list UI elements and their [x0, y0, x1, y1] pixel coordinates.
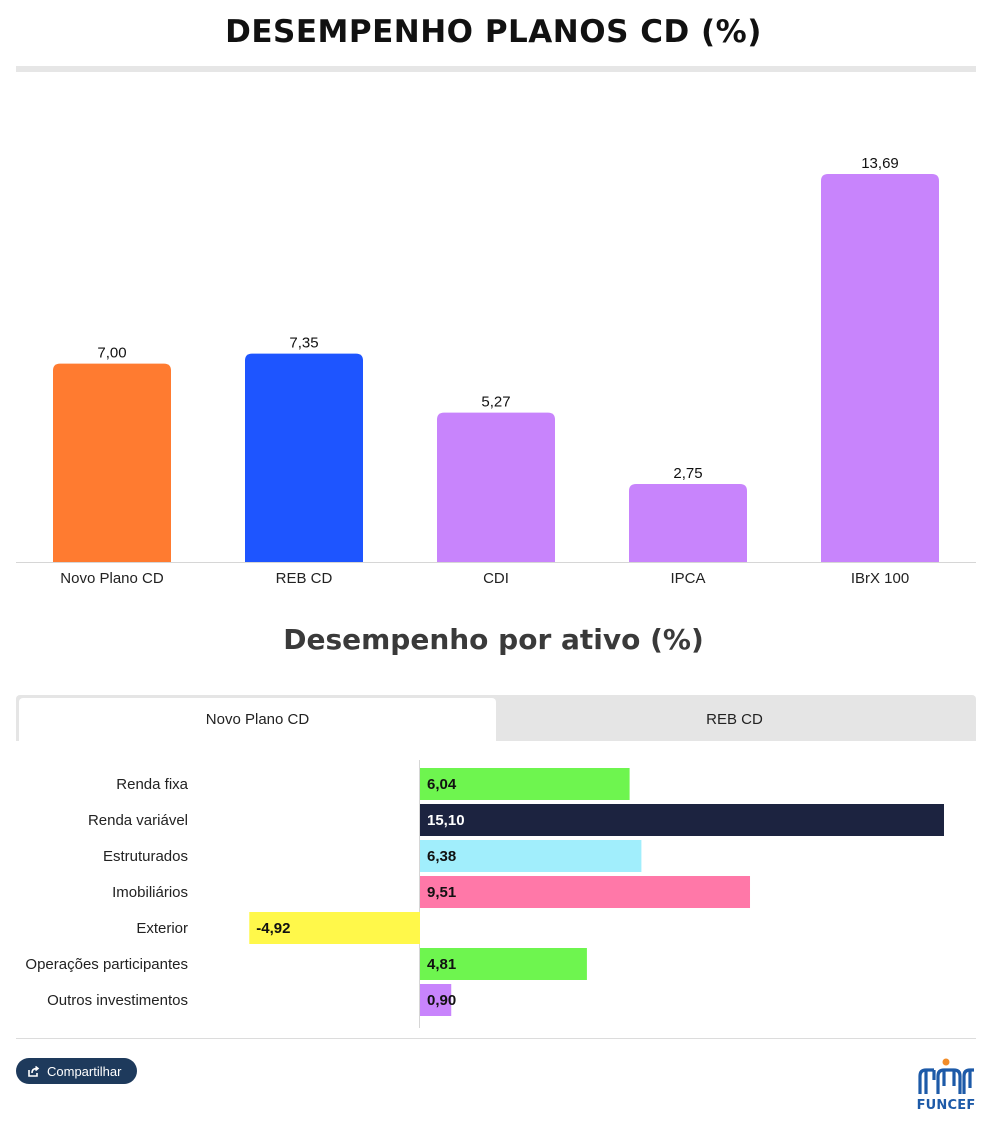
- y-tick-label-renda-fixa: Renda fixa: [116, 776, 188, 793]
- x-tick-label-reb-cd: REB CD: [276, 570, 333, 587]
- bar-renda-fixa: [420, 768, 630, 800]
- plan-tabs: Novo Plano CD REB CD: [16, 695, 976, 741]
- data-label-ipca: 2,75: [673, 465, 702, 482]
- x-tick-label-ipca: IPCA: [670, 570, 705, 587]
- tab-novo-plano-cd[interactable]: Novo Plano CD: [19, 698, 496, 741]
- x-tick-label-cdi: CDI: [483, 570, 509, 587]
- bar-exterior: [249, 912, 420, 944]
- y-tick-label-exterior: Exterior: [136, 920, 188, 937]
- plans-bar-chart: 7,00 Novo Plano CD 7,35 REB CD 5,27 CDI 2,75 IP…: [16, 155, 976, 587]
- share-button[interactable]: Compartilhar: [16, 1058, 138, 1084]
- funcef-logo: FUNCEF: [914, 1056, 978, 1116]
- section-title: Desempenho por ativo (%): [283, 623, 704, 656]
- bar-imobiliarios: [420, 876, 751, 908]
- share-icon: [28, 1065, 40, 1077]
- data-label-imobiliarios: 9,51: [427, 884, 456, 901]
- data-label-renda-variavel: 15,10: [427, 812, 465, 829]
- y-tick-label-outros-investimentos: Outros investimentos: [47, 992, 188, 1009]
- bar-novo-plano-cd: [53, 363, 171, 562]
- bar-cdi: [437, 412, 555, 562]
- y-tick-label-estruturados: Estruturados: [103, 848, 188, 865]
- data-label-novo-plano-cd: 7,00: [97, 345, 126, 362]
- bar-outros-investimentos: [420, 984, 452, 1016]
- footer-divider: [16, 1038, 976, 1039]
- share-label: Compartilhar: [47, 1063, 122, 1079]
- page-title: DESEMPENHO PLANOS CD (%): [225, 14, 762, 50]
- x-tick-label-novo-plano-cd: Novo Plano CD: [60, 570, 164, 587]
- bar-operacoes-participantes: [420, 948, 587, 980]
- data-label-renda-fixa: 6,04: [427, 776, 457, 793]
- y-tick-label-operacoes-participantes: Operações participantes: [25, 956, 188, 973]
- data-label-estruturados: 6,38: [427, 848, 456, 865]
- data-label-cdi: 5,27: [481, 394, 510, 411]
- asset-bar-chart: 6,04 Renda fixa 15,10 Renda variável 6,38 Est…: [25, 760, 944, 1028]
- title-divider: [16, 66, 976, 72]
- bar-estruturados: [420, 840, 642, 872]
- bar-ipca: [629, 484, 747, 562]
- logo-text: FUNCEF: [916, 1098, 976, 1113]
- bar-renda-variavel: [420, 804, 944, 836]
- bar-reb-cd: [245, 353, 363, 562]
- data-label-exterior: -4,92: [256, 920, 290, 937]
- data-label-reb-cd: 7,35: [289, 335, 318, 352]
- tab-reb-cd[interactable]: REB CD: [706, 711, 763, 728]
- data-label-operacoes-participantes: 4,81: [427, 956, 456, 973]
- y-tick-label-renda-variavel: Renda variável: [88, 812, 188, 829]
- x-tick-label-ibrx-100: IBrX 100: [851, 570, 909, 587]
- funcef-logo-icon: [918, 1058, 974, 1094]
- data-label-outros-investimentos: 0,90: [427, 992, 456, 1009]
- bar-ibrx-100: [821, 174, 939, 562]
- y-tick-label-imobiliarios: Imobiliários: [112, 884, 188, 901]
- data-label-ibrx-100: 13,69: [861, 155, 899, 172]
